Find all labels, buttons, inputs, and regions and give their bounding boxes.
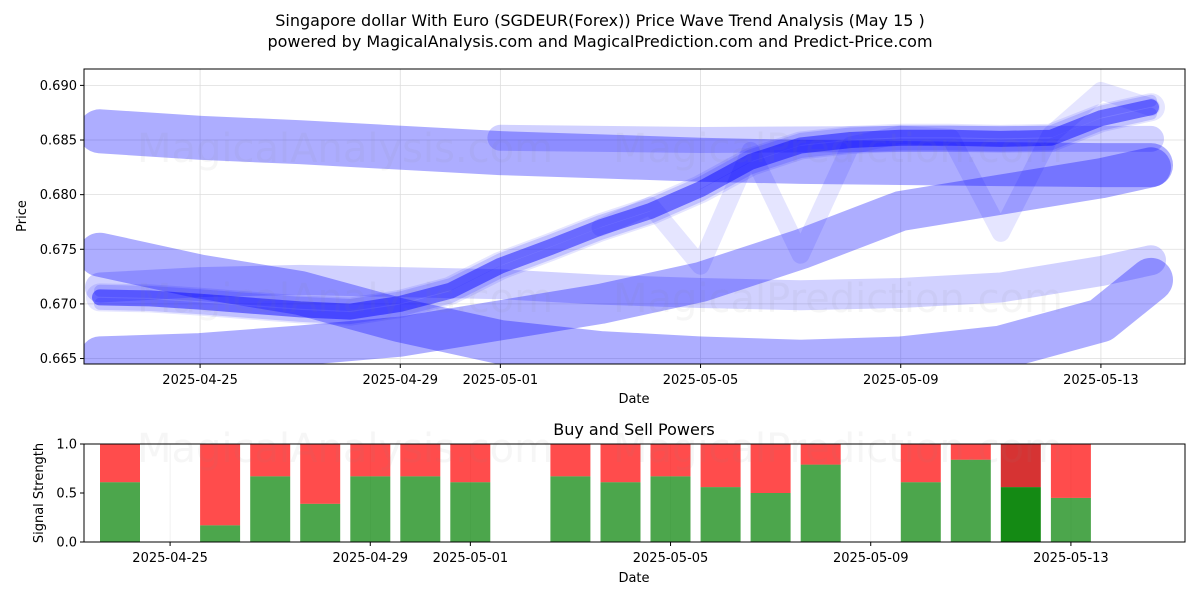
- series-price-main-echo: [94, 107, 1157, 325]
- sell-bar: [1050, 444, 1091, 498]
- buy-bar: [700, 487, 741, 542]
- price-y-axis: 0.665 0.670 0.675 0.680 0.685 0.690: [40, 79, 84, 367]
- series-price-main-echo: [86, 93, 1165, 326]
- price-x-tick-label: 2025-05-01: [463, 373, 539, 388]
- buy-sell-x-tick-label: 2025-04-25: [132, 551, 208, 566]
- sell-bar: [800, 444, 841, 465]
- series-wave-upper-flat-2: [487, 124, 1164, 153]
- sell-bar: [450, 444, 491, 483]
- sell-bar: [550, 444, 591, 477]
- sell-bar: [950, 444, 991, 460]
- price-x-axis-label: Date: [618, 392, 649, 407]
- sell-bar: [600, 444, 641, 483]
- buy-sell-y-tick-label: 1.0: [56, 438, 77, 453]
- series-price-zigzag: [591, 81, 1160, 275]
- price-x-tick-label: 2025-04-25: [162, 373, 238, 388]
- buy-bar: [600, 482, 641, 542]
- buy-sell-x-tick-label: 2025-04-29: [332, 551, 408, 566]
- price-grid: [84, 69, 1185, 364]
- price-wave-plot: MagicalAnalysis.com MagicalPrediction.co…: [15, 68, 1186, 407]
- sell-bar: [650, 444, 691, 477]
- series-wave-upper-flat: [84, 109, 1173, 188]
- watermark-right-mid: MagicalPrediction.com: [613, 276, 1063, 322]
- series-price-main: [92, 99, 1159, 320]
- price-wave-bands: [84, 81, 1173, 364]
- price-plot-background: [84, 69, 1185, 364]
- buy-sell-y-axis: 0.0 0.5 1.0: [56, 438, 84, 551]
- buy-bar: [300, 503, 341, 542]
- buy-sell-x-tick-label: 2025-05-13: [1033, 551, 1109, 566]
- price-plot-frame: [83, 68, 1186, 365]
- sell-bar: [350, 444, 391, 477]
- sell-bar: [900, 444, 941, 483]
- series-wave-middle-band: [85, 245, 1166, 311]
- buy-bar: [200, 525, 241, 542]
- price-x-tick-label: 2025-05-13: [1063, 373, 1139, 388]
- buy-bar: [550, 476, 591, 542]
- sell-bar: [200, 444, 241, 526]
- buy-bar: [100, 482, 140, 542]
- price-y-axis-label: Price: [15, 200, 30, 232]
- buy-sell-x-tick-label: 2025-05-05: [633, 551, 709, 566]
- sell-bar: [700, 444, 741, 488]
- sell-bar: [1000, 444, 1041, 488]
- buy-sell-bars: [100, 444, 1091, 542]
- series-wave-lower-falling: [84, 232, 1173, 364]
- buy-bar: [250, 476, 291, 542]
- buy-sell-y-tick-label: 0.0: [56, 536, 77, 551]
- sell-bar: [300, 444, 341, 504]
- buy-sell-title: Buy and Sell Powers: [553, 420, 715, 439]
- series-wave-lower-rising: [84, 147, 1171, 364]
- buy-bar: [950, 459, 991, 542]
- chart-title: Singapore dollar With Euro (SGDEUR(Forex…: [275, 11, 925, 30]
- watermark-left-top: MagicalAnalysis.com: [137, 126, 553, 172]
- buy-bar: [450, 482, 491, 542]
- buy-bar: [750, 493, 791, 542]
- price-x-axis: 2025-04-25 2025-04-29 2025-05-01 2025-05-05…: [162, 364, 1139, 388]
- chart-subtitle: powered by MagicalAnalysis.com and Magic…: [267, 32, 932, 51]
- buy-bar: [800, 464, 841, 542]
- price-x-tick-label: 2025-05-09: [863, 373, 939, 388]
- buy-sell-x-axis: 2025-04-25 2025-04-29 2025-05-01 2025-05-05…: [132, 542, 1109, 566]
- buy-bar: [1050, 497, 1091, 542]
- buy-sell-x-tick-label: 2025-05-09: [833, 551, 909, 566]
- sell-bar: [750, 444, 791, 493]
- watermark-right-top: MagicalPrediction.com: [613, 126, 1063, 172]
- price-y-tick-label: 0.675: [40, 243, 77, 258]
- sell-bar: [400, 444, 441, 477]
- price-y-tick-label: 0.665: [40, 352, 77, 367]
- buy-sell-x-tick-label: 2025-05-01: [433, 551, 509, 566]
- buy-sell-plot: Buy and Sell Powers MagicalAnalysis.com …: [32, 420, 1186, 586]
- buy-sell-x-axis-label: Date: [618, 571, 649, 586]
- buy-sell-y-tick-label: 0.5: [56, 487, 77, 502]
- watermark-left-mid: MagicalAnalysis.com: [137, 276, 553, 322]
- sell-bar: [100, 444, 140, 483]
- buy-sell-y-axis-label: Signal Strength: [32, 443, 47, 543]
- buy-bar: [900, 482, 941, 542]
- price-y-tick-label: 0.685: [40, 134, 77, 149]
- price-x-tick-label: 2025-04-29: [362, 373, 438, 388]
- price-y-tick-label: 0.690: [40, 79, 77, 94]
- buy-bar: [650, 476, 691, 542]
- watermark-right-bottom: MagicalPrediction.com: [613, 426, 1063, 472]
- price-y-tick-label: 0.680: [40, 188, 77, 203]
- price-y-tick-label: 0.670: [40, 297, 77, 312]
- price-x-tick-label: 2025-05-05: [663, 373, 739, 388]
- sell-bar: [250, 444, 291, 477]
- buy-bar: [1000, 487, 1041, 542]
- series-price-main-echo: [94, 94, 1157, 311]
- buy-bar: [400, 476, 441, 542]
- buy-bar: [350, 476, 391, 542]
- watermark-left-bottom: MagicalAnalysis.com: [137, 426, 553, 472]
